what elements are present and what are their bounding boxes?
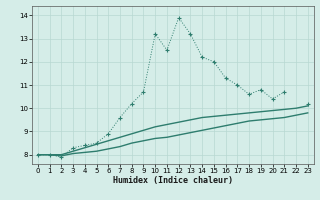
X-axis label: Humidex (Indice chaleur): Humidex (Indice chaleur) [113,176,233,185]
